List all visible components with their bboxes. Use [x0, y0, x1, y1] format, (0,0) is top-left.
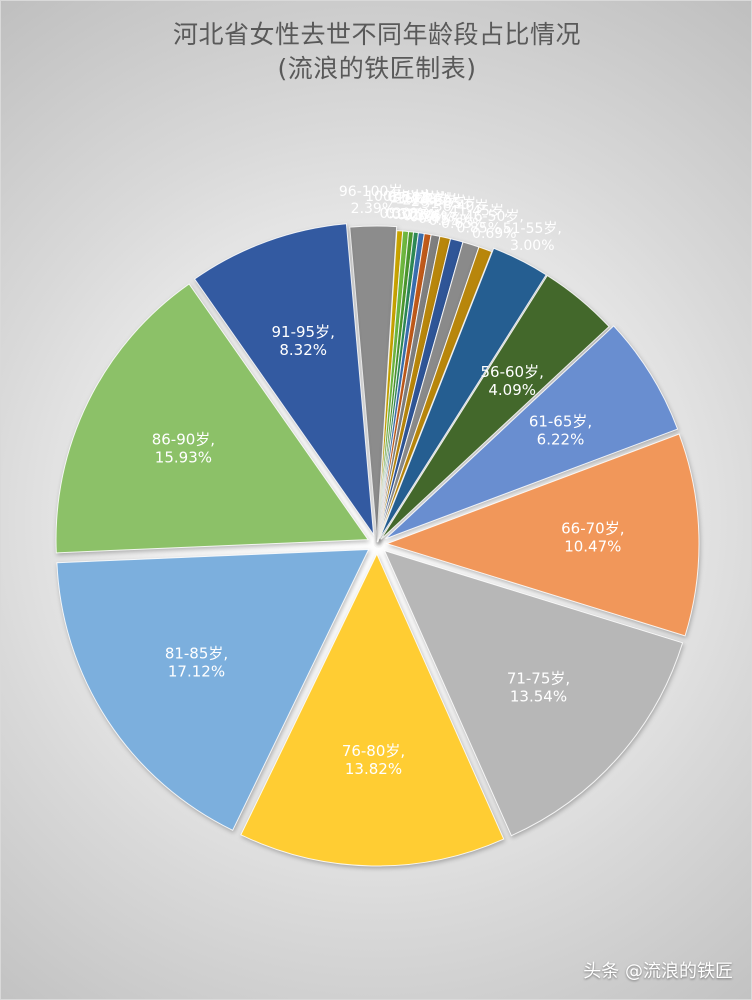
pie-slice-96-100	[349, 225, 398, 539]
pie-label-percent: 0.25%	[397, 208, 441, 224]
pie-slices	[55, 223, 700, 867]
pie-label-name: 86-90岁,	[152, 430, 215, 448]
pie-label-26-30: 26-30岁, 0.45%	[411, 194, 470, 227]
pie-label-percent: 0.69%	[472, 226, 516, 242]
pie-slice-91-95	[193, 223, 375, 537]
pie-label-name: 71-75岁,	[507, 669, 570, 687]
pie-label-percent: 15.93%	[155, 448, 212, 466]
pie-label-21-25: 21-25岁, 0.35%	[402, 193, 461, 226]
pie-label-name: 31-35岁,	[421, 196, 480, 212]
pie-label-percent: 10.47%	[564, 538, 621, 556]
pie-label-36-40: 36-40岁, 0.65%	[434, 199, 493, 232]
pie-label-41-45: 41-45岁, 0.85%	[449, 204, 508, 237]
pie-label-percent: 0.25%	[392, 207, 436, 223]
pie-label-percent: 3.00%	[510, 238, 554, 254]
pie-label-46-50: 46-50岁, 0.69%	[465, 209, 524, 242]
pie-labels: 96-100岁, 2.39%100岁以上, 0.30%0-5岁, 0.30%6-10岁…	[152, 184, 625, 778]
pie-label-name: 66-70岁,	[561, 520, 624, 538]
pie-label-name: 91-95岁,	[272, 323, 335, 341]
pie-label-name: 21-25岁,	[402, 193, 461, 209]
chart-title: 河北省女性去世不同年龄段占比情况	[172, 20, 581, 49]
pie-label-percent: 0.35%	[410, 210, 454, 226]
pie-label-31-35: 31-35岁, 0.55%	[421, 196, 480, 229]
pie-slice-71-75	[383, 549, 684, 837]
pie-label-name: 26-30岁,	[411, 194, 470, 210]
pie-label-16-20: 16-20岁, 0.30%	[396, 191, 455, 224]
pie-label-71-75: 71-75岁, 13.54%	[507, 669, 570, 705]
pie-label-name: 16-20岁,	[396, 191, 455, 207]
pie-label-percent: 0.85%	[457, 221, 501, 237]
pie-label-percent: 0.65%	[441, 216, 485, 232]
pie-label-86-90: 86-90岁, 15.93%	[152, 430, 215, 466]
pie-slice-81-85	[56, 548, 370, 831]
pie-label-51-55: 51-55岁, 3.00%	[503, 221, 562, 254]
pie-label-11-15: 11-15岁, 0.25%	[390, 191, 449, 224]
pie-label-percent: 0.30%	[379, 206, 423, 222]
pie-label-61-65: 61-65岁, 6.22%	[529, 412, 592, 448]
pie-label-percent: 0.55%	[429, 213, 473, 229]
pie-label-6-10: 6-10岁, 0.25%	[389, 190, 439, 223]
pie-label-percent: 8.32%	[279, 341, 327, 359]
pie-label-percent: 4.09%	[488, 381, 536, 399]
pie-label-name: 6-10岁,	[389, 190, 439, 206]
pie-label-percent: 13.82%	[345, 760, 402, 778]
pie-label-name: 46-50岁,	[465, 209, 524, 225]
pie-label-name: 100岁以上,	[365, 189, 438, 205]
pie-label-100: 100岁以上, 0.30%	[365, 189, 438, 222]
pie-label-96-100: 96-100岁, 2.39%	[339, 184, 407, 217]
pie-slice-61-65	[385, 325, 679, 540]
pie-label-name: 0-5岁,	[387, 189, 428, 205]
pie-label-66-70: 66-70岁, 10.47%	[561, 520, 624, 556]
pie-slice-76-80	[240, 552, 505, 867]
pie-label-56-60: 56-60岁, 4.09%	[481, 363, 544, 399]
pie-label-name: 51-55岁,	[503, 221, 562, 237]
pie-slice-56-60	[380, 274, 610, 540]
pie-label-76-80: 76-80岁, 13.82%	[342, 742, 405, 778]
pie-label-percent: 0.45%	[418, 211, 462, 227]
pie-label-name: 96-100岁,	[339, 184, 407, 200]
pie-label-percent: 13.54%	[510, 687, 567, 705]
pie-label-percent: 17.12%	[168, 663, 225, 681]
pie-label-name: 36-40岁,	[434, 199, 493, 215]
pie-label-percent: 6.22%	[537, 430, 585, 448]
pie-label-name: 11-15岁,	[390, 191, 449, 207]
pie-label-name: 41-45岁,	[449, 204, 508, 220]
pie-label-percent: 0.30%	[403, 208, 447, 224]
pie-label-91-95: 91-95岁, 8.32%	[272, 323, 335, 359]
pie-label-name: 61-65岁,	[529, 412, 592, 430]
watermark: 头条 @流浪的铁匠	[583, 961, 733, 982]
pie-label-0-5: 0-5岁, 0.30%	[386, 189, 430, 222]
pie-label-percent: 2.39%	[351, 201, 395, 217]
pie-slice-86-90	[55, 283, 369, 554]
pie-label-name: 76-80岁,	[342, 742, 405, 760]
pie-label-name: 56-60岁,	[481, 363, 544, 381]
pie-slice-46-50	[377, 246, 493, 543]
pie-label-81-85: 81-85岁, 17.12%	[165, 645, 228, 681]
pie-label-name: 81-85岁,	[165, 645, 228, 663]
pie-label-percent: 0.30%	[386, 206, 430, 222]
chart-subtitle: (流浪的铁匠制表)	[277, 54, 477, 83]
pie-slice-66-70	[385, 433, 700, 637]
pie-slice-51-55	[379, 247, 547, 539]
